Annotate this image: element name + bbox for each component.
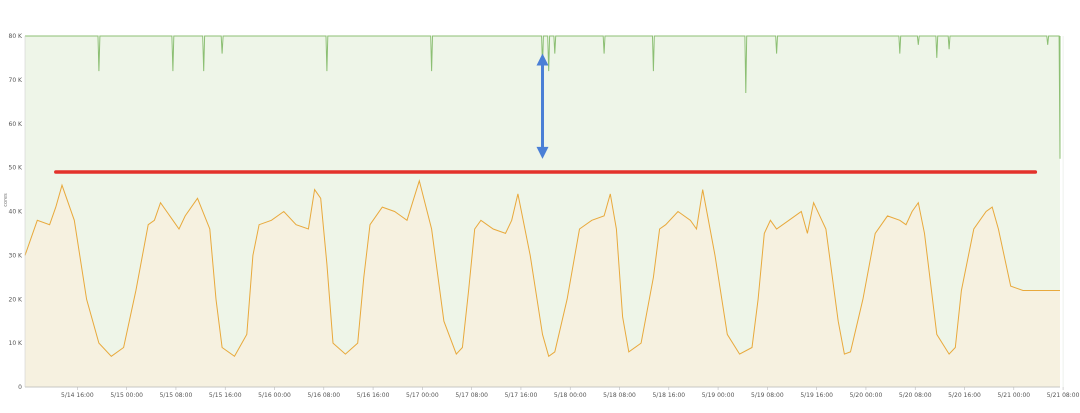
x-tick-label: 5/19 08:00 <box>751 392 784 399</box>
y-axis-label: cores <box>3 193 9 207</box>
area-layer <box>24 35 1061 387</box>
series-2-line <box>24 178 1060 358</box>
y-tick-label: 70 K <box>9 77 24 84</box>
y-tick-label: 40 K <box>9 209 24 216</box>
y-tick-label: 60 K <box>9 121 24 128</box>
x-tick-label: 5/15 16:00 <box>209 392 242 399</box>
x-tick-label: 5/19 16:00 <box>800 392 833 399</box>
x-tick-label: 5/16 00:00 <box>258 392 291 399</box>
y-tick-label: 0 <box>18 384 22 391</box>
x-tick-label: 5/21 08:00 <box>1047 392 1080 399</box>
series-1-line <box>25 35 1061 159</box>
x-tick-label: 5/20 00:00 <box>850 392 883 399</box>
x-tick-label: 5/14 16:00 <box>61 392 94 399</box>
x-tick-label: 5/17 00:00 <box>406 392 439 399</box>
x-tick-label: 5/17 16:00 <box>505 392 538 399</box>
x-tick-label: 5/20 16:00 <box>948 392 981 399</box>
x-tick-label: 5/21 00:00 <box>997 392 1030 399</box>
axis-layer: 0 10 K 20 K 30 K 40 K 50 K 60 K 70 K 80 K 5/14 16… <box>9 33 1080 399</box>
x-tick-label: 5/20 08:00 <box>899 392 932 399</box>
x-tick-label: 5/19 00:00 <box>702 392 735 399</box>
y-tick-label: 20 K <box>9 296 24 303</box>
x-tick-label: 5/18 00:00 <box>554 392 587 399</box>
gap-arrow-head-up <box>536 53 549 66</box>
y-tick-label: 80 K <box>9 33 24 40</box>
y-tick-label: 50 K <box>9 165 24 172</box>
x-tick-label: 5/15 00:00 <box>110 392 143 399</box>
x-tick-label: 5/16 08:00 <box>307 392 340 399</box>
y-tick-label: 10 K <box>9 340 24 347</box>
x-tick-label: 5/17 08:00 <box>455 392 488 399</box>
x-tick-label: 5/15 08:00 <box>160 392 193 399</box>
annotation-layer <box>54 53 1038 174</box>
y-tick-label: 30 K <box>9 252 24 259</box>
series-2-area <box>25 180 1060 387</box>
gap-arrow-head-down <box>536 146 549 159</box>
x-tick-label: 5/16 16:00 <box>357 392 390 399</box>
x-tick-label: 5/18 08:00 <box>603 392 636 399</box>
x-tick-label: 5/18 16:00 <box>652 392 685 399</box>
